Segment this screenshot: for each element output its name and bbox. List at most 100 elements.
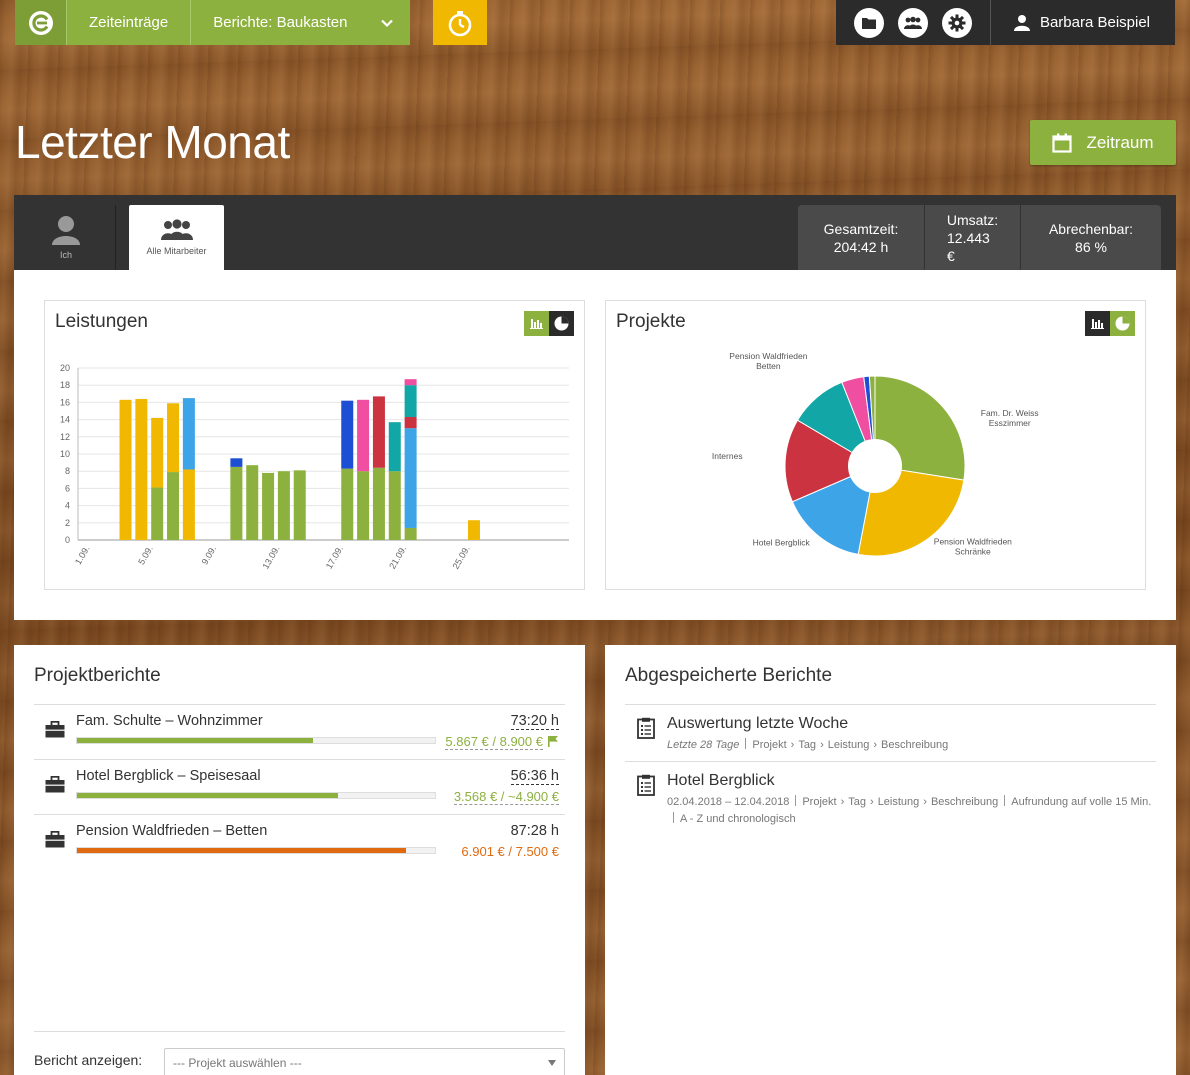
projekt-name[interactable]: Pension Waldfrieden – Betten (76, 823, 268, 839)
y-tick-label: 4 (65, 501, 70, 511)
top-nav-right: Barbara Beispiel (835, 0, 1175, 45)
y-tick-label: 2 (65, 518, 70, 528)
pie-chart-icon[interactable] (549, 311, 574, 336)
pie-slice[interactable] (784, 419, 877, 503)
projekt-progress-fill (77, 793, 339, 798)
stopwatch-button[interactable] (433, 0, 487, 45)
folder-icon[interactable] (853, 7, 884, 38)
bar-segment[interactable] (388, 471, 401, 540)
team-icon[interactable] (897, 7, 928, 38)
x-tick-label: 13.09. (260, 544, 281, 571)
projekt-budget: 3.568 € / ~4.900 € (453, 789, 559, 805)
bar-segment[interactable] (357, 399, 370, 472)
nav-berichte-dropdown[interactable]: Berichte: Baukasten (191, 0, 411, 45)
x-tick-label: 1.09. (73, 544, 92, 566)
bar-segment[interactable] (341, 400, 354, 469)
stat-umsatz: Umsatz: 12.443 € (925, 205, 1021, 270)
bar-segment[interactable] (277, 471, 290, 540)
top-nav-left: Zeiteinträge Berichte: Baukasten (15, 0, 411, 45)
tab-ich[interactable]: Ich (32, 205, 100, 270)
saved-report-row[interactable]: Auswertung letzte Woche Letzte 28 Tage Pro… (625, 704, 1156, 761)
report-field: Tag (848, 796, 867, 808)
bar-segment[interactable] (404, 527, 417, 540)
user-menu-button[interactable]: Barbara Beispiel (991, 0, 1175, 45)
bar-chart-icon[interactable] (1085, 311, 1110, 336)
page-title: Letzter Monat (15, 116, 290, 168)
nav-zeiteintraege-label: Zeiteinträge (89, 14, 169, 31)
tab-alle-mitarbeiter[interactable]: Alle Mitarbeiter (129, 205, 224, 270)
gear-icon[interactable] (941, 7, 972, 38)
user-icon (52, 216, 80, 245)
bar-segment[interactable] (404, 385, 417, 418)
pie-label: Schränke (955, 546, 991, 556)
bar-segment[interactable] (341, 468, 354, 540)
nav-zeiteintraege[interactable]: Zeiteinträge (67, 0, 192, 45)
pie-chart-icon[interactable] (1110, 311, 1135, 336)
bar-segment[interactable] (119, 399, 132, 540)
bar-segment[interactable] (246, 465, 259, 540)
x-tick-label: 21.09. (387, 544, 408, 571)
meta-separator (795, 795, 797, 806)
saved-report-meta: Letzte 28 Tage Projekt › Tag › Leistung › Besch… (667, 737, 1157, 754)
saved-report-name[interactable]: Hotel Bergblick (667, 772, 775, 789)
bar-segment[interactable] (404, 379, 417, 386)
bar-segment[interactable] (135, 398, 148, 540)
projekt-select[interactable]: --- Projekt auswählen --- (164, 1048, 565, 1075)
zeitraum-button[interactable]: Zeitraum (1030, 120, 1176, 165)
y-tick-label: 20 (60, 363, 70, 373)
clipboard-icon (637, 717, 655, 739)
projekt-name[interactable]: Fam. Schulte – Wohnzimmer (76, 713, 263, 729)
logo-icon[interactable] (15, 0, 67, 45)
bar-segment[interactable] (167, 472, 180, 540)
saved-report-row[interactable]: Hotel Bergblick 02.04.2018 – 12.04.2018 Pr… (625, 761, 1156, 836)
bar-segment[interactable] (151, 417, 164, 488)
projekte-title: Projekte (616, 311, 686, 332)
bar-segment[interactable] (372, 396, 385, 468)
leistungen-chart-toggle (524, 311, 574, 336)
y-tick-label: 14 (60, 415, 70, 425)
y-tick-label: 18 (60, 380, 70, 390)
bar-segment[interactable] (467, 520, 480, 540)
bar-segment[interactable] (357, 471, 370, 540)
x-tick-label: 5.09. (136, 544, 155, 566)
projekt-select-value: --- Projekt auswählen --- (173, 1056, 302, 1070)
bar-segment[interactable] (182, 469, 195, 540)
stats-group: Gesamtzeit: 204:42 h Umsatz: 12.443 € Ab… (798, 205, 1161, 270)
pie-label: Esszimmer (989, 418, 1031, 428)
saved-report-name[interactable]: Auswertung letzte Woche (667, 715, 849, 732)
chevron-right-icon: › (923, 796, 927, 808)
bar-segment[interactable] (182, 398, 195, 470)
projekt-row[interactable]: Pension Waldfrieden – Betten 87:28 h 6.901… (34, 814, 565, 869)
pie-slice[interactable] (791, 465, 876, 555)
bar-segment[interactable] (404, 417, 417, 429)
projekt-row[interactable]: Fam. Schulte – Wohnzimmer 73:20 h 5.867 € … (34, 704, 565, 759)
user-icon (1013, 14, 1030, 31)
chevron-right-icon: › (820, 739, 824, 751)
x-tick-label: 9.09. (200, 544, 219, 566)
stat-abrechenbar-label: Abrechenbar: (1048, 220, 1134, 237)
report-field: Tag (798, 739, 817, 751)
bericht-anzeigen-label: Bericht anzeigen: (34, 1052, 143, 1068)
bar-chart-icon[interactable] (524, 311, 549, 336)
bar-segment[interactable] (262, 472, 275, 540)
projekt-row[interactable]: Hotel Bergblick – Speisesaal 56:36 h 3.568… (34, 759, 565, 814)
y-tick-label: 12 (60, 432, 70, 442)
bar-segment[interactable] (167, 403, 180, 473)
projekt-time: 73:20 h (510, 713, 559, 730)
bar-segment[interactable] (230, 458, 243, 467)
gespeicherte-berichte-title: Abgespeicherte Berichte (625, 665, 833, 686)
briefcase-icon (45, 776, 65, 793)
projekt-name[interactable]: Hotel Bergblick – Speisesaal (76, 768, 261, 784)
bar-segment[interactable] (372, 467, 385, 540)
bar-segment[interactable] (230, 466, 243, 540)
chevron-right-icon: › (870, 796, 874, 808)
bar-segment[interactable] (388, 422, 401, 472)
saved-report-meta: 02.04.2018 – 12.04.2018 Projekt › Tag › Leist… (667, 794, 1157, 828)
y-tick-label: 10 (60, 449, 70, 459)
bar-segment[interactable] (404, 428, 417, 528)
nav-icon-group (836, 0, 991, 45)
bar-segment[interactable] (151, 487, 164, 540)
bar-segment[interactable] (293, 470, 306, 540)
stat-umsatz-value: 12.443 € (947, 229, 990, 264)
projekt-progress-fill (77, 738, 314, 743)
